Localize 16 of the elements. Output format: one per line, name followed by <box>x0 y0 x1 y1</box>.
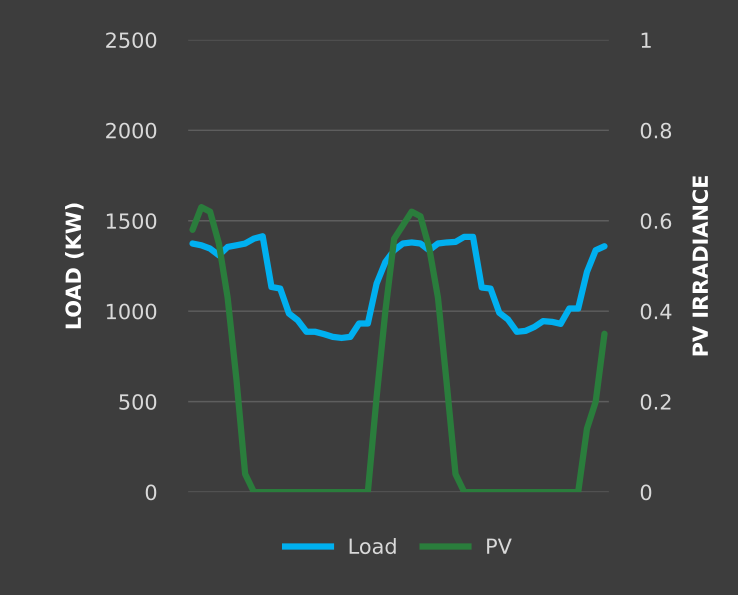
legend-label: PV <box>487 538 512 554</box>
y2-tick-label: 0.6 <box>640 213 672 229</box>
y-tick-label: 1000 <box>106 304 156 320</box>
y-tick-label: 500 <box>119 394 156 410</box>
y-axis-title: LOAD (KW) <box>65 203 84 328</box>
y-tick-label: 2500 <box>106 32 156 48</box>
legend-label: Load <box>350 538 396 554</box>
y2-tick-label: 0 <box>640 484 652 500</box>
y2-tick-label: 0.8 <box>640 122 672 139</box>
y2-tick-label: 0.2 <box>640 394 670 410</box>
y2-tick-label: 1 <box>642 32 651 48</box>
y-tick-label: 2000 <box>106 122 156 139</box>
y2-tick-label: 0.4 <box>640 304 672 320</box>
y2-axis-title: PV IRRADIANCE <box>692 176 708 356</box>
y-tick-label: 1500 <box>106 213 156 229</box>
y-tick-label: 0 <box>146 484 156 500</box>
